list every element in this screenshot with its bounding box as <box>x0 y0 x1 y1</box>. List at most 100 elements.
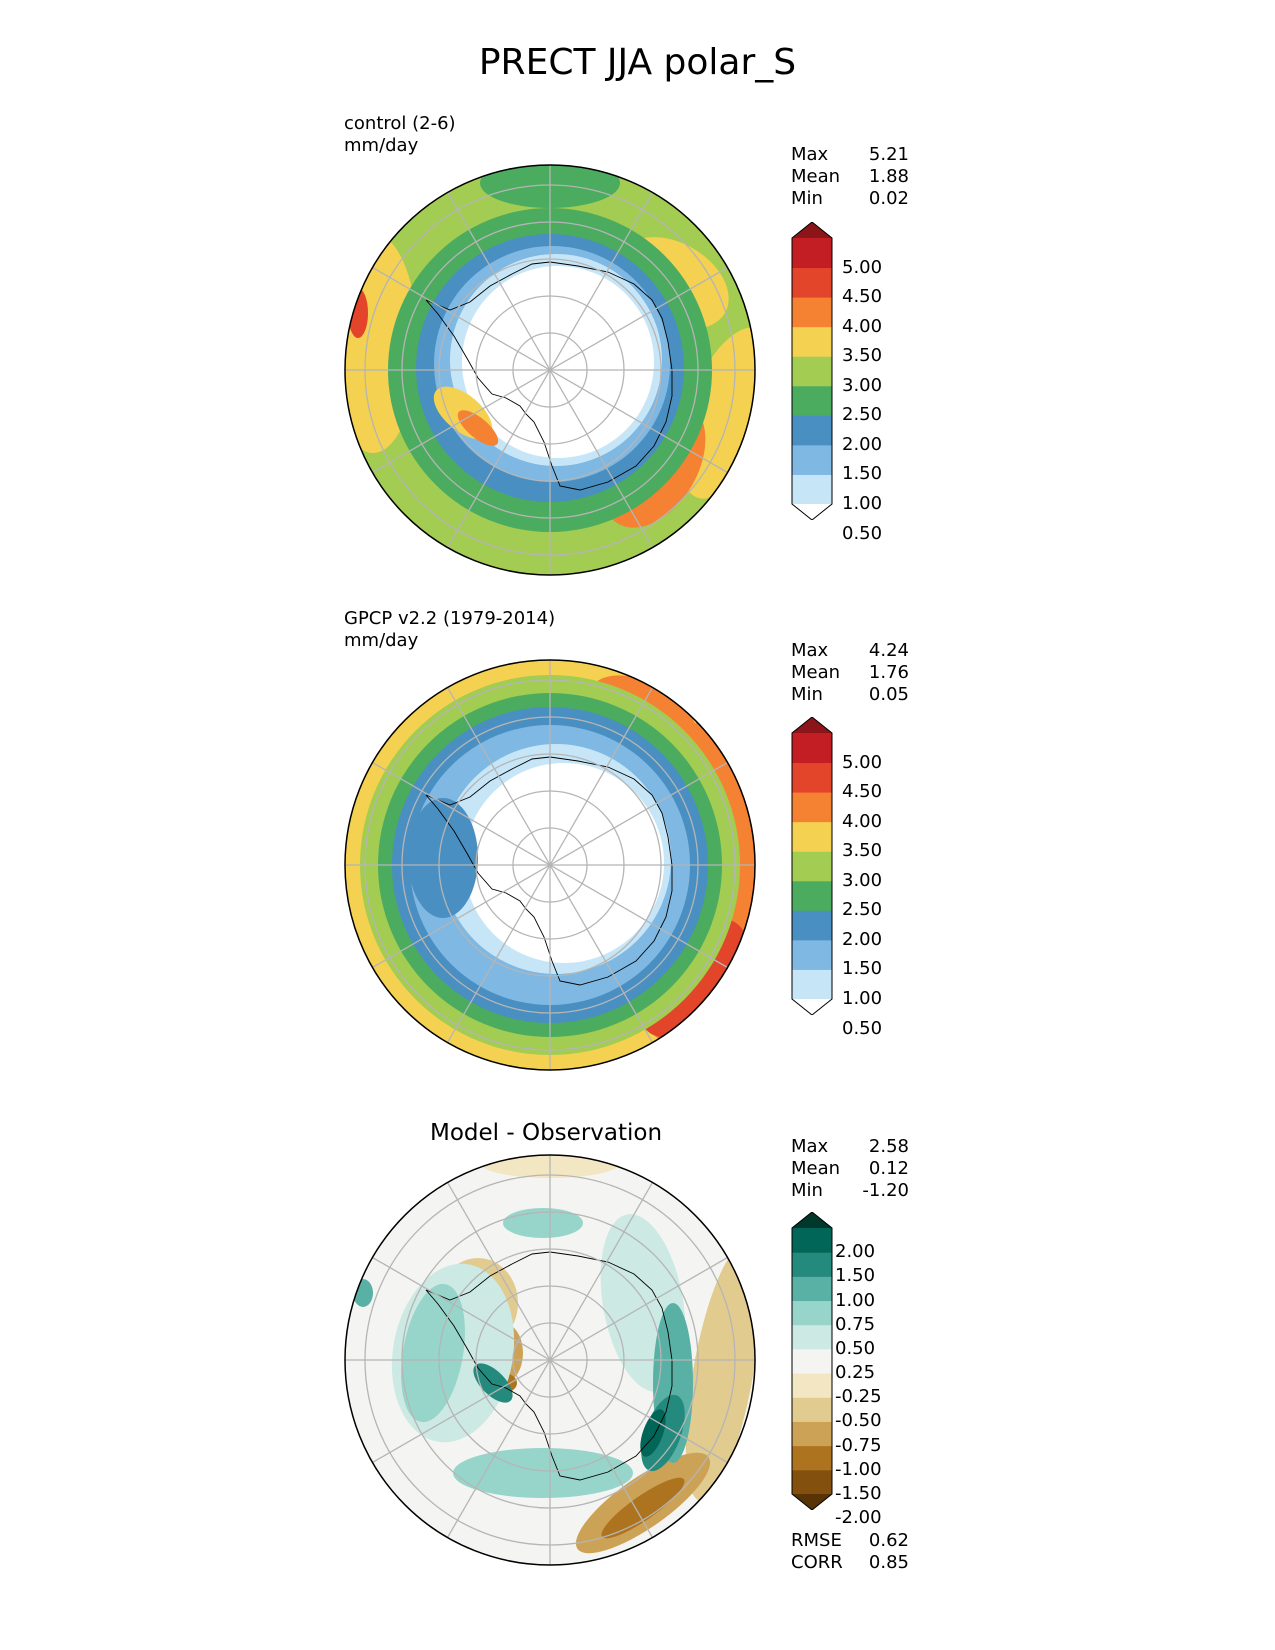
panel1-stat-min-value: 0.02 <box>868 188 909 209</box>
panel3-colorbar-tick-label: 2.00 <box>835 1241 876 1263</box>
panel3-colorbar-tick-label: -0.75 <box>835 1434 882 1456</box>
panel3-colorbar-segment <box>792 1373 832 1398</box>
panel1-colorbar-tick-label: 3.00 <box>842 374 883 396</box>
panel1-map-boundary <box>344 164 756 576</box>
panel1-colorbar-segment <box>792 267 832 298</box>
panel3-colorbar-segment <box>792 1421 832 1447</box>
panel3-blob-pos-0.5 <box>453 1448 633 1498</box>
panel1-colorbar-segment <box>792 385 832 416</box>
panel3-colorbar-tick-label: -0.25 <box>835 1386 882 1408</box>
panel1-colorbar-tick-label: 1.50 <box>842 463 883 485</box>
panel1-colorbar-segment <box>792 297 832 328</box>
panel3-colorbar-tick-label: 1.50 <box>835 1265 876 1287</box>
panel2-colorbar-segment <box>792 792 832 823</box>
panel1-colorbar-tick-label: 1.00 <box>842 493 883 514</box>
panel3-stat-min-label: Min <box>791 1180 823 1201</box>
panel3-colorbar-tick-label: -2.00 <box>835 1507 882 1529</box>
panel2-colorbar-segment <box>792 910 832 941</box>
panel3-colorbar-tick-label: 0.75 <box>835 1313 876 1335</box>
panel3-title: Model - Observation <box>430 1120 663 1146</box>
panel2-colorbar-segment <box>792 880 832 911</box>
panel2-coastline <box>425 756 673 986</box>
panel1-colorbar-labels: 5.00 4.50 4.00 3.50 3.00 2.50 2.00 1.50 1.00 0.50 <box>842 222 912 544</box>
panel1-stat-max-value: 5.21 <box>868 144 909 165</box>
panel3-blob-pos-1 <box>473 1363 513 1403</box>
panel3-graticule-meridian <box>372 1256 728 1464</box>
panel2-title-line2: mm/day <box>344 630 419 651</box>
panel2-title: GPCP v2.2 (1979-2014) mm/day <box>344 608 555 652</box>
panel2-graticule-meridian <box>372 761 728 969</box>
panel2-colorbar-tick-label: 2.00 <box>842 928 883 950</box>
panel2-colorbar-segment <box>792 939 832 970</box>
panel3-rmse-label: RMSE <box>791 1530 842 1551</box>
panel3-colorbar-outline <box>791 1212 833 1510</box>
panel1-graticule-meridian <box>372 266 728 474</box>
panel2-colorbar-labels: 5.00 4.50 4.00 3.50 3.00 2.50 2.00 1.50 1.00 0.50 <box>842 717 912 1039</box>
panel2-colorbar-segment <box>792 821 832 852</box>
panel3-stat-mean-value: 0.12 <box>868 1158 909 1179</box>
panel3-blob-pos-0.5 <box>503 1208 583 1238</box>
panel3-rmse-value: 0.62 <box>868 1530 909 1551</box>
panel1-colorbar-segment <box>792 238 832 269</box>
panel1-stat-min-label: Min <box>791 188 823 209</box>
panel3-corr-label: CORR <box>791 1552 843 1573</box>
panel3-field <box>345 1155 755 1565</box>
panel1-title-line1: control (2-6) <box>344 113 456 134</box>
panel1-colorbar-tick-label: 2.00 <box>842 433 883 455</box>
panel2-stat-max-label: Max <box>791 640 829 661</box>
panel1-colorbar-outline <box>791 222 833 520</box>
panel3-colorbar-segment <box>792 1397 832 1422</box>
panel1-polar-map <box>344 164 756 576</box>
panel1-stat-mean-label: Mean <box>791 166 841 187</box>
figure-title: PRECT JJA polar_S <box>478 42 797 83</box>
panel1-stat-mean-value: 1.88 <box>868 166 909 187</box>
panel1-blob-4-4.5 <box>348 288 368 338</box>
panel3-colorbar-segment <box>792 1252 832 1277</box>
panel1-colorbar-extend-max <box>792 222 832 238</box>
panel2-field <box>345 660 755 1070</box>
panel3-colorbar-segment <box>792 1324 832 1350</box>
panel2-colorbar-extend-max <box>792 717 832 733</box>
panel3-colorbar <box>791 1212 833 1510</box>
panel2-colorbar-tick-label: 4.50 <box>842 781 883 803</box>
panel2-map-boundary <box>344 659 756 1071</box>
panel3-colorbar-extend-min <box>792 1494 832 1510</box>
panel3-colorbar-segment <box>792 1469 832 1495</box>
panel3-colorbar-segment <box>792 1300 832 1326</box>
panel3-colorbar-labels: 2.00 1.50 1.00 0.75 0.50 0.25 -0.25 -0.50 -0.75-… <box>835 1212 915 1528</box>
panel3-blob-neg-1 <box>601 1477 685 1539</box>
panel3-polar-map <box>344 1154 756 1566</box>
panel3-stat-min-value: -1.20 <box>862 1180 909 1201</box>
panel2-colorbar-tick-label: 3.00 <box>842 869 883 891</box>
panel3-corr-value: 0.85 <box>868 1552 909 1573</box>
panel3-colorbar-tick-label: -1.50 <box>835 1483 882 1504</box>
panel3-map-boundary <box>344 1154 756 1566</box>
panel1-title-line2: mm/day <box>344 135 419 156</box>
panel3-colorbar-tick-label: 0.50 <box>835 1337 876 1359</box>
panel2-colorbar-tick-label: 3.50 <box>842 840 883 862</box>
panel1-colorbar-tick-label: 4.50 <box>842 286 883 308</box>
panel1-colorbar-segment <box>792 474 832 505</box>
panel2-blob-1.5-2 <box>408 798 478 918</box>
panel2-colorbar-outline <box>791 717 833 1015</box>
panel3-colorbar-tick-label: -0.50 <box>835 1410 882 1432</box>
panel1-band-0-0.5 <box>462 266 654 458</box>
panel2-colorbar-segment <box>792 969 832 1000</box>
panel2-colorbar-tick-label: 5.00 <box>842 751 883 773</box>
panel1-colorbar-tick-label: 4.00 <box>842 315 883 337</box>
panel1-colorbar-segment <box>792 356 832 387</box>
panel3-colorbar-segment <box>792 1445 832 1471</box>
panel2-band-0-0.5 <box>464 763 664 963</box>
panel3-colorbar-tick-label: 1.00 <box>835 1289 876 1311</box>
panel2-colorbar-tick-label: 1.00 <box>842 988 883 1009</box>
panel3-colorbar-segment <box>792 1348 832 1374</box>
panel1-colorbar-segment <box>792 326 832 357</box>
panel1-stat-max-label: Max <box>791 144 829 165</box>
panel2-stat-mean-value: 1.76 <box>868 662 909 683</box>
panel3-coastline <box>425 1251 673 1481</box>
panel1-colorbar-segment <box>792 415 832 446</box>
panel3-blob-neg-0.5 <box>685 1244 755 1502</box>
panel2-stat-mean-label: Mean <box>791 662 841 683</box>
panel3-colorbar-segment <box>792 1276 832 1302</box>
